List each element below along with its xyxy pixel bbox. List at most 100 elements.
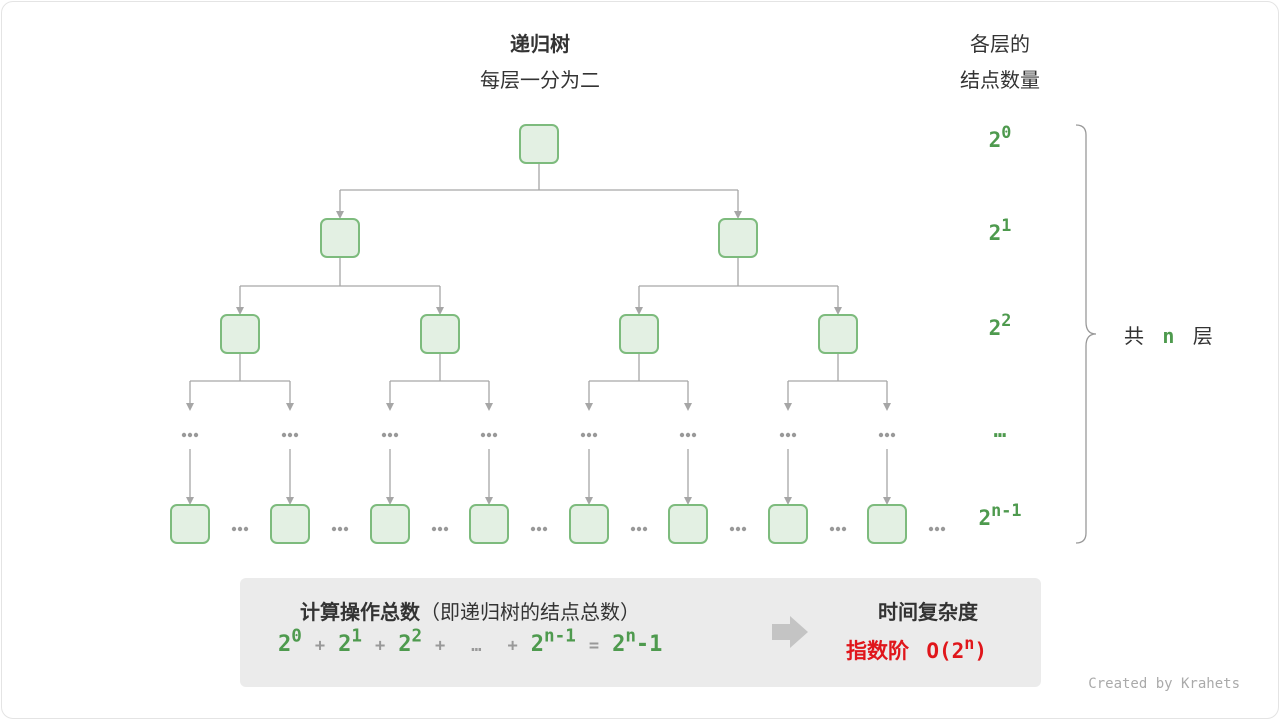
ellipsis-dot bbox=[486, 432, 492, 438]
formula-operator: + bbox=[507, 636, 518, 656]
summary-heading-main: 计算操作总数 bbox=[300, 600, 420, 624]
term-exp: 0 bbox=[291, 626, 302, 647]
ellipsis-dot bbox=[281, 432, 287, 438]
complexity-suffix: ) bbox=[974, 639, 988, 663]
summary-heading: 计算操作总数（即递归树的结点总数） bbox=[300, 596, 640, 625]
leaf-node bbox=[569, 504, 609, 544]
leaf-node bbox=[370, 504, 410, 544]
ellipsis-dot bbox=[530, 526, 536, 532]
ellipsis-dot bbox=[592, 432, 598, 438]
leaf-node bbox=[768, 504, 808, 544]
term-exp: 2 bbox=[411, 626, 423, 647]
ellipsis-dot bbox=[735, 526, 741, 532]
ellipsis-dot bbox=[829, 526, 835, 532]
level-base: 2 bbox=[978, 506, 992, 530]
ellipsis-dot bbox=[630, 526, 636, 532]
arrow-head-icon bbox=[784, 497, 792, 505]
complexity-heading: 时间复杂度 bbox=[878, 600, 978, 624]
complexity-prefix: O(2 bbox=[926, 639, 965, 663]
ellipsis-dot bbox=[934, 526, 940, 532]
ellipsis-dot bbox=[181, 432, 187, 438]
arrow-head-icon bbox=[336, 211, 344, 219]
ellipsis-dot bbox=[381, 432, 387, 438]
ellipsis-dot bbox=[691, 432, 697, 438]
ellipsis-dot bbox=[779, 432, 785, 438]
arrow-head-icon bbox=[485, 497, 493, 505]
total-n: n bbox=[1162, 324, 1175, 348]
arrow-head-icon bbox=[485, 403, 493, 411]
level-count-1: 21 bbox=[988, 216, 1012, 245]
ellipsis-dot bbox=[480, 432, 486, 438]
ellipsis-dot bbox=[337, 526, 343, 532]
arrow-head-icon bbox=[186, 497, 194, 505]
arrow-head-icon bbox=[585, 497, 593, 505]
level2-node bbox=[220, 314, 260, 354]
level1-node bbox=[718, 218, 758, 258]
formula-operator: = bbox=[588, 636, 600, 656]
ellipsis-dot bbox=[928, 526, 934, 532]
complexity-label: 指数阶 bbox=[846, 639, 909, 663]
credit: Created by Krahets bbox=[1088, 676, 1240, 692]
arrow-head-icon bbox=[236, 307, 244, 315]
ellipsis-dot bbox=[243, 526, 249, 532]
ellipsis-dot bbox=[890, 432, 896, 438]
arrow-head-icon bbox=[734, 211, 742, 219]
ellipsis-dot bbox=[393, 432, 399, 438]
ellipsis-dot bbox=[841, 526, 847, 532]
formula-term: 2n-1 bbox=[530, 628, 576, 657]
level-exp: n-1 bbox=[991, 499, 1022, 520]
arrow-head-icon bbox=[635, 307, 643, 315]
ellipsis-dot bbox=[940, 526, 946, 532]
term-base: 2 bbox=[530, 632, 545, 657]
term-exp: n bbox=[625, 626, 636, 647]
ellipsis-dot bbox=[187, 432, 193, 438]
term-tail: -1 bbox=[635, 632, 663, 657]
level-exp: 0 bbox=[1001, 121, 1012, 142]
level-base: 2 bbox=[988, 316, 1002, 340]
arrow-head-icon bbox=[883, 403, 891, 411]
ellipsis-dot bbox=[884, 432, 890, 438]
term-base: 2 bbox=[398, 632, 412, 657]
diagram-subtitle: 每层一分为二 bbox=[480, 68, 600, 92]
level-base: 2 bbox=[988, 221, 1002, 245]
ellipsis-dot bbox=[785, 432, 791, 438]
formula-term: 22 bbox=[398, 628, 422, 657]
ellipsis-dot bbox=[542, 526, 548, 532]
level-count-2: 22 bbox=[988, 311, 1012, 340]
right-header-1: 各层的 bbox=[970, 32, 1030, 56]
sum-formula: 20 +21 +22 +… +2n-1 = 2n-1 bbox=[278, 628, 663, 657]
leaf-node bbox=[867, 504, 907, 544]
ellipsis-dot bbox=[343, 526, 349, 532]
arrow-head-icon bbox=[286, 403, 294, 411]
root-node bbox=[519, 124, 559, 164]
leaf-node bbox=[170, 504, 210, 544]
arrow-head-icon bbox=[883, 497, 891, 505]
level1-node bbox=[320, 218, 360, 258]
level2-node bbox=[420, 314, 460, 354]
summary-panel: 计算操作总数（即递归树的结点总数） 20 +21 +22 +… +2n-1 = 2n-1 时… bbox=[240, 578, 1041, 687]
ellipsis-dot bbox=[679, 432, 685, 438]
arrow-head-icon bbox=[684, 497, 692, 505]
arrow-head-icon bbox=[386, 403, 394, 411]
ellipsis-dot bbox=[431, 526, 437, 532]
ellipsis-dot bbox=[741, 526, 747, 532]
level2-node bbox=[818, 314, 858, 354]
arrow-head-icon bbox=[436, 307, 444, 315]
arrow-head-icon bbox=[286, 497, 294, 505]
ellipsis-dot bbox=[287, 432, 293, 438]
ellipsis-dot bbox=[586, 432, 592, 438]
ellipsis-dot bbox=[492, 432, 498, 438]
arrow-head-icon bbox=[784, 403, 792, 411]
ellipsis-dot bbox=[642, 526, 648, 532]
ellipsis-dot bbox=[231, 526, 237, 532]
brace-icon bbox=[1075, 124, 1097, 544]
total-layers-label: 共 n 层 bbox=[1124, 320, 1213, 349]
ellipsis-dot bbox=[437, 526, 443, 532]
ellipsis-dot bbox=[331, 526, 337, 532]
term-exp: 1 bbox=[351, 626, 362, 647]
ellipsis-dot bbox=[387, 432, 393, 438]
total-suffix: 层 bbox=[1192, 324, 1213, 348]
ellipsis-dot bbox=[193, 432, 199, 438]
